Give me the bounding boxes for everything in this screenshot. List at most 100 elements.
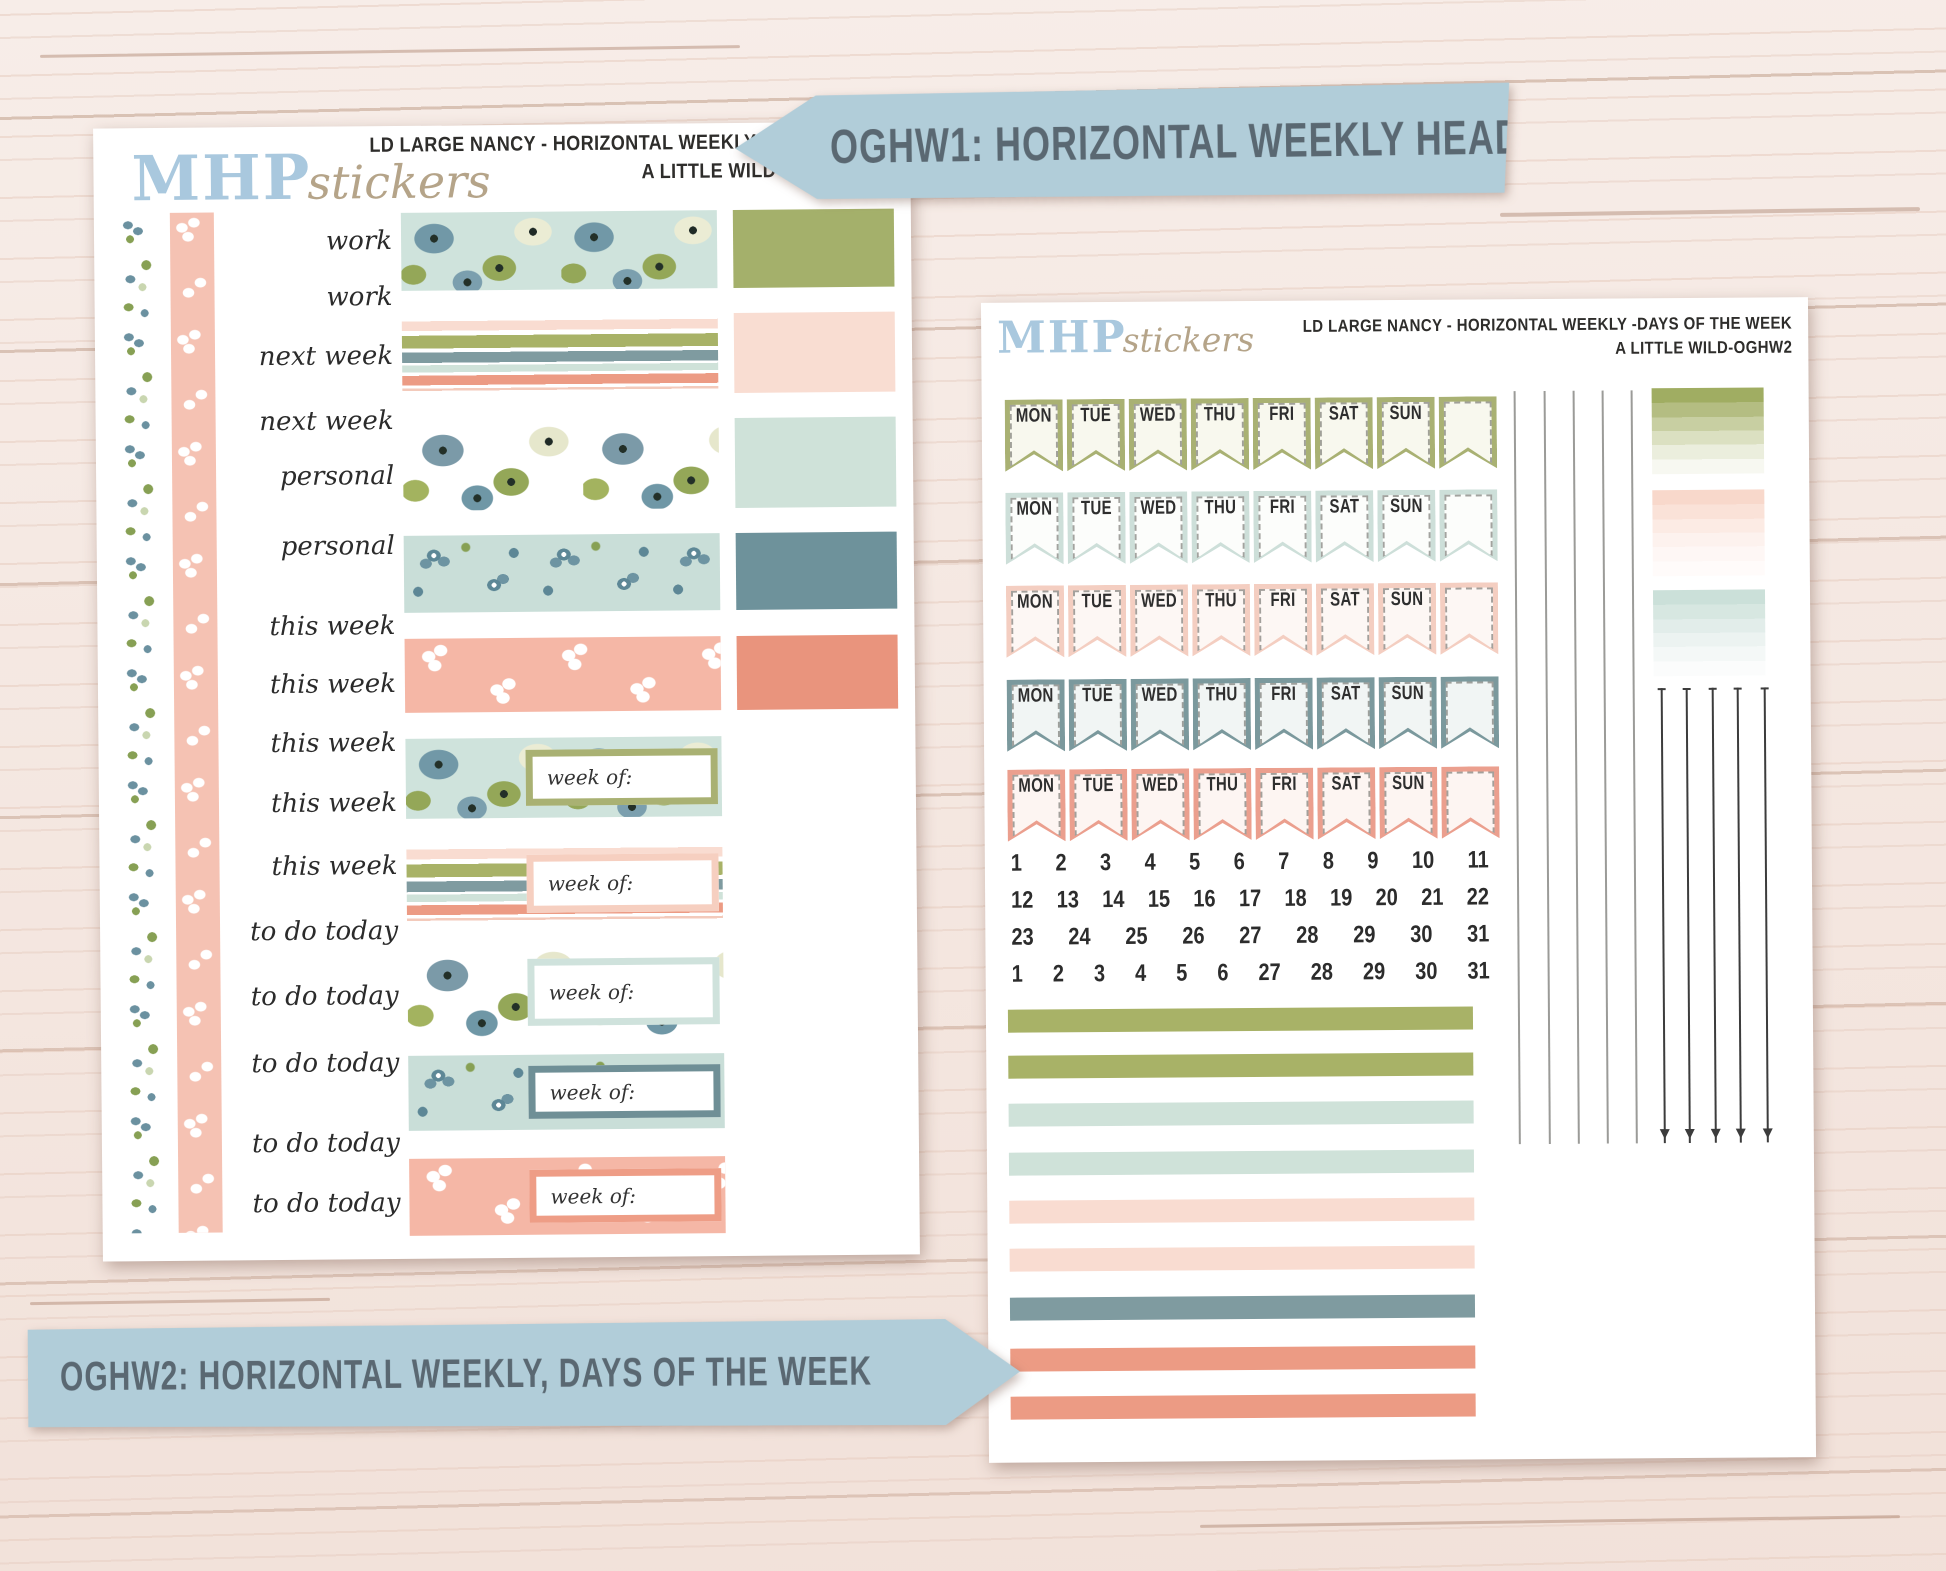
- script-word: to do today: [250, 915, 399, 948]
- week-of-box: week of:: [528, 1064, 721, 1119]
- script-word: next week: [258, 340, 394, 373]
- day-flag-row-olive: MON TUE WED THU FRI SAT SUN: [1005, 396, 1505, 471]
- day-label: SUN: [1390, 495, 1423, 518]
- date-number: 28: [1296, 922, 1319, 949]
- day-flag-wed: WED: [1130, 584, 1189, 656]
- day-label: THU: [1203, 403, 1236, 426]
- day-flag-tue: TUE: [1067, 399, 1126, 471]
- day-label: WED: [1142, 773, 1179, 797]
- day-label: THU: [1205, 589, 1237, 612]
- script-word: to do today: [250, 980, 399, 1013]
- day-flag-wed: WED: [1129, 398, 1188, 470]
- date-number: 29: [1362, 958, 1386, 986]
- week-of-label: week of:: [549, 1079, 636, 1105]
- day-label: TUE: [1082, 774, 1114, 797]
- callout-banner-shape: OGHW2: HORIZONTAL WEEKLY, DAYS OF THE WE…: [28, 1319, 1021, 1432]
- highlight-strip-salmon: [1010, 1345, 1476, 1372]
- day-flag-sun: SUN: [1379, 677, 1438, 749]
- date-number: 30: [1410, 921, 1433, 949]
- day-label: SAT: [1328, 402, 1359, 425]
- day-flag-tue: TUE: [1068, 585, 1127, 657]
- week-of-label: week of:: [548, 979, 635, 1005]
- divider-line: [1572, 390, 1580, 1144]
- day-label: THU: [1204, 496, 1237, 519]
- day-flag-sat: SAT: [1316, 583, 1375, 655]
- date-number: 31: [1467, 921, 1490, 948]
- day-flag-row-blush: MON TUE WED THU FRI SAT SUN: [1006, 582, 1506, 657]
- header-bar-mint-floral: [400, 210, 718, 291]
- day-flag-sun: SUN: [1377, 397, 1436, 469]
- day-flag-blank: [1439, 396, 1498, 468]
- mhp-logo: MHPstickers: [997, 311, 1254, 364]
- day-flag-thu: THU: [1193, 678, 1252, 750]
- day-flag-thu: THU: [1191, 491, 1250, 563]
- wood-streak: [40, 45, 740, 58]
- day-flag-mon: MON: [1007, 769, 1066, 841]
- date-number: 28: [1310, 959, 1333, 986]
- day-flag-blank: [1441, 766, 1500, 838]
- header-bar-pink-floral-week-of: week of:: [409, 1156, 726, 1236]
- script-word: personal: [280, 530, 395, 562]
- date-number-row-4: 1 2 3 4 5 6 27 28 29 30 31: [1012, 958, 1490, 988]
- day-flag-thu: THU: [1193, 768, 1252, 840]
- date-number: 25: [1125, 923, 1148, 951]
- gradient-swatch-mint: [1652, 589, 1766, 677]
- day-label: SAT: [1330, 588, 1361, 611]
- down-arrow-icon: [1660, 688, 1666, 1144]
- header-bar-white-floral-week-of: week of:: [407, 943, 725, 1041]
- script-word: to do today: [251, 1047, 400, 1080]
- date-number: 27: [1258, 959, 1281, 987]
- week-of-box: week of:: [527, 957, 720, 1026]
- script-word: this week: [269, 668, 397, 701]
- day-label: SUN: [1390, 588, 1424, 611]
- date-number: 10: [1411, 847, 1435, 875]
- day-flag-sat: SAT: [1317, 767, 1376, 839]
- date-number: 4: [1134, 960, 1147, 987]
- date-number: 23: [1011, 924, 1034, 951]
- day-flag-mon: MON: [1007, 679, 1066, 751]
- day-flag-wed: WED: [1131, 678, 1190, 750]
- washi-strip-floral: [115, 213, 169, 1234]
- divider-line: [1513, 391, 1521, 1145]
- day-label: SAT: [1330, 682, 1361, 705]
- header-bar-stripes: [401, 313, 719, 396]
- wood-streak: [1200, 1515, 1900, 1528]
- day-label: FRI: [1269, 495, 1296, 519]
- day-label: WED: [1141, 589, 1178, 613]
- wood-streak: [29, 1297, 331, 1306]
- script-word: this week: [270, 727, 397, 760]
- day-flag-sat: SAT: [1315, 397, 1374, 469]
- callout-banner-oghw2: OGHW2: HORIZONTAL WEEKLY, DAYS OF THE WE…: [28, 1319, 1021, 1432]
- date-number: 2: [1055, 850, 1067, 877]
- color-swatch-blush: [733, 311, 896, 393]
- day-label: TUE: [1081, 590, 1113, 613]
- day-flag-mon: MON: [1005, 492, 1064, 564]
- day-flag-thu: THU: [1192, 584, 1251, 656]
- washi-strip-pink: [169, 212, 223, 1233]
- date-number: 14: [1102, 886, 1125, 914]
- day-flag-wed: WED: [1131, 768, 1190, 840]
- day-label: WED: [1139, 403, 1176, 427]
- day-flag-sat: SAT: [1315, 490, 1374, 562]
- gradient-swatch-olive: [1651, 387, 1765, 475]
- date-number: 22: [1466, 884, 1490, 911]
- day-flag-row-slate: MON TUE WED THU FRI SAT SUN: [1007, 676, 1507, 751]
- highlight-strip-olive: [1008, 1052, 1474, 1079]
- script-word: work: [325, 225, 393, 257]
- down-arrow-icon: [1763, 687, 1769, 1143]
- date-number: 15: [1147, 886, 1171, 913]
- header-bar-teal-floral-week-of: week of:: [408, 1053, 725, 1131]
- date-number: 13: [1056, 886, 1080, 914]
- day-label: MON: [1015, 404, 1052, 427]
- day-flag-fri: FRI: [1255, 678, 1314, 750]
- down-arrow-icon: [1711, 687, 1717, 1143]
- week-of-box: week of:: [526, 853, 719, 913]
- day-label: FRI: [1271, 682, 1297, 706]
- day-flag-fri: FRI: [1253, 491, 1312, 563]
- date-number: 24: [1068, 923, 1091, 951]
- day-flag-fri: FRI: [1254, 584, 1313, 656]
- script-word: personal: [279, 460, 395, 492]
- script-word: work: [326, 281, 393, 313]
- week-of-label: week of:: [547, 870, 634, 896]
- day-label: THU: [1205, 683, 1238, 706]
